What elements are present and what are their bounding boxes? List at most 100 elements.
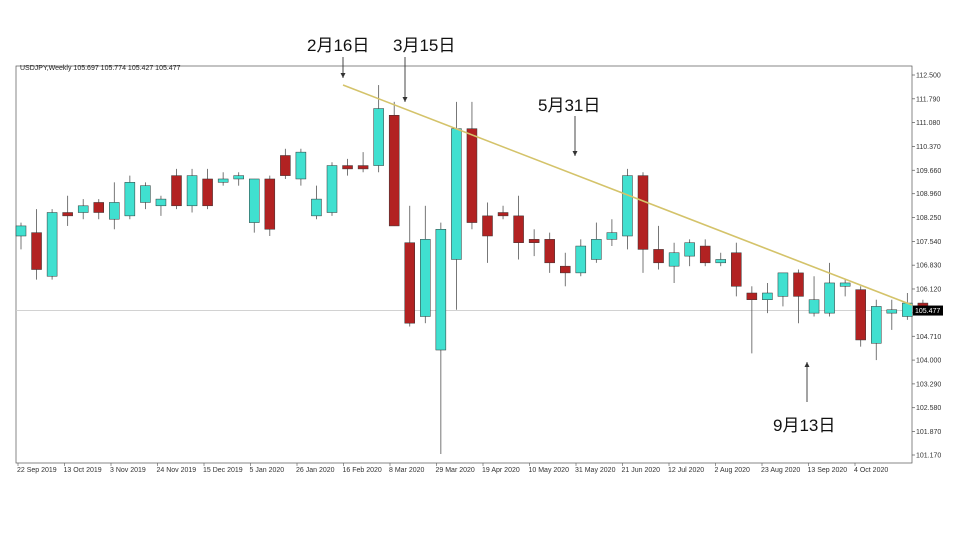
- y-tick-label: 101.170: [916, 453, 941, 460]
- candle-up: [295, 151, 307, 180]
- y-tick-label: 108.250: [916, 215, 941, 222]
- x-tick-label: 4 Oct 2020: [854, 467, 888, 474]
- x-tick-label: 31 May 2020: [575, 467, 616, 474]
- candle-up: [777, 272, 789, 297]
- y-tick-label: 101.870: [916, 429, 941, 436]
- arrows: [340, 57, 810, 402]
- candle-down: [357, 165, 369, 170]
- candle-up: [871, 306, 882, 344]
- arrow-feb16-head: [340, 73, 346, 78]
- y-tick-label: 110.370: [916, 144, 941, 151]
- x-tick-label: 21 Jun 2020: [622, 467, 661, 474]
- trendline: [342, 84, 913, 306]
- candle-up: [606, 232, 618, 240]
- candle-down: [264, 178, 276, 230]
- candle-down: [280, 155, 291, 176]
- y-tick-label: 106.830: [916, 263, 941, 270]
- candle-down: [560, 265, 571, 274]
- x-tick-label: 13 Sep 2020: [808, 467, 848, 474]
- candle-up: [373, 108, 384, 166]
- candle-down: [731, 252, 742, 287]
- candle-down: [793, 272, 804, 297]
- y-axis: 112.500 111.790 111.080 110.370 109.660 108.9…: [912, 73, 943, 460]
- x-tick-label: 22 Sep 2019: [17, 467, 57, 474]
- candle-down: [466, 128, 478, 223]
- candle-down: [171, 175, 182, 207]
- candles: [15, 85, 929, 454]
- trendline-group: [342, 84, 913, 306]
- candle-down: [62, 212, 73, 217]
- candle-up: [109, 202, 120, 220]
- annotation-mar15: 3月15日: [393, 36, 456, 55]
- x-tick-label: 23 Aug 2020: [761, 467, 800, 474]
- x-tick-label: 16 Feb 2020: [343, 467, 382, 474]
- candle-up: [808, 299, 820, 314]
- x-tick-label: 3 Nov 2019: [110, 467, 146, 474]
- candle-up: [420, 239, 431, 317]
- candle-down: [746, 292, 758, 300]
- candle-up: [326, 165, 338, 213]
- y-tick-label: 106.120: [916, 286, 941, 293]
- candle-up: [451, 128, 462, 260]
- candle-down: [342, 165, 353, 170]
- candle-up: [762, 292, 773, 300]
- candle-up: [46, 212, 58, 277]
- annotation-feb16: 2月16日: [307, 36, 370, 55]
- candle-down: [513, 215, 524, 243]
- candle-up: [249, 178, 260, 223]
- candle-down: [404, 242, 415, 324]
- candle-up: [668, 252, 680, 267]
- x-tick-label: 29 Mar 2020: [436, 467, 475, 474]
- current-price-box: [913, 305, 943, 316]
- y-tick-label: 103.290: [916, 381, 941, 388]
- candle-down: [31, 232, 42, 270]
- candle-up: [140, 185, 151, 203]
- y-tick-label: 102.580: [916, 405, 941, 412]
- x-tick-label: 2 Aug 2020: [715, 467, 751, 474]
- x-tick-label: 8 Mar 2020: [389, 467, 425, 474]
- y-tick-label: 111.790: [916, 96, 940, 103]
- candle-up: [435, 229, 447, 351]
- candle-down: [528, 239, 540, 243]
- candle-up: [684, 242, 695, 257]
- candle-up: [77, 205, 89, 213]
- candle-down: [699, 245, 711, 264]
- y-tick-label: 111.080: [916, 120, 940, 127]
- chart-header: USDJPY,Weekly 105.697 105.774 105.427 10…: [20, 65, 181, 72]
- candle-up: [575, 245, 587, 274]
- plot-border: [15, 65, 913, 464]
- x-tick-label: 10 May 2020: [529, 467, 570, 474]
- candle-down: [855, 289, 866, 341]
- candle-down: [93, 202, 104, 213]
- x-tick-label: 24 Nov 2019: [157, 467, 197, 474]
- annotation-sep13: 9月13日: [773, 416, 836, 435]
- candle-up: [622, 175, 633, 237]
- candle-down: [202, 178, 213, 207]
- y-tick-label: 104.710: [916, 334, 941, 341]
- candle-up: [886, 309, 898, 314]
- candle-down: [653, 249, 664, 264]
- candle-up: [824, 282, 835, 314]
- x-tick-label: 15 Dec 2019: [203, 467, 243, 474]
- current-price-label: 105.477: [915, 308, 940, 315]
- candle-up: [233, 175, 244, 180]
- candle-up: [186, 175, 198, 207]
- candle-down: [388, 114, 400, 227]
- arrow-sep13-head: [804, 362, 810, 367]
- candle-up: [591, 239, 602, 260]
- candle-up: [839, 282, 851, 287]
- candle-down: [497, 212, 509, 217]
- candle-down: [482, 215, 493, 237]
- y-tick-label: 109.660: [916, 168, 941, 175]
- x-tick-label: 19 Apr 2020: [482, 467, 520, 474]
- arrow-may31-head: [572, 151, 578, 156]
- x-tick-label: 12 Jul 2020: [668, 467, 704, 474]
- candle-up: [155, 198, 167, 207]
- x-tick-label: 13 Oct 2019: [64, 467, 102, 474]
- x-tick-label: 26 Jan 2020: [296, 467, 335, 474]
- y-tick-label: 112.500: [916, 73, 941, 80]
- x-axis: 22 Sep 2019 13 Oct 2019 3 Nov 2019 24 Nov 2…: [17, 463, 888, 474]
- arrow-mar15-head: [402, 97, 408, 102]
- x-tick-label: 5 Jan 2020: [250, 467, 285, 474]
